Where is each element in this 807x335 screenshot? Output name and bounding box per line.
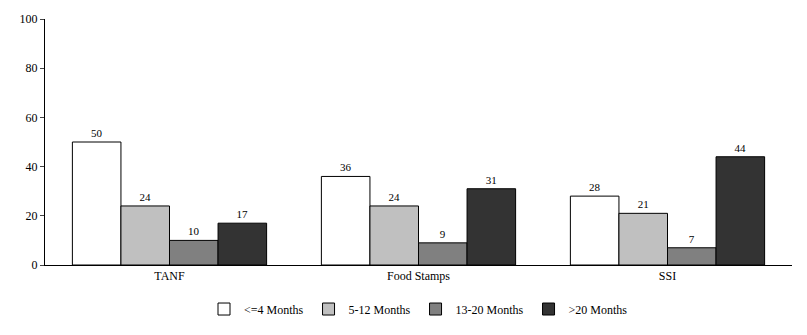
svg-text:13-20 Months: 13-20 Months [456, 303, 524, 317]
svg-text:SSI: SSI [659, 269, 676, 283]
svg-text:0: 0 [32, 258, 38, 272]
svg-text:17: 17 [237, 208, 249, 220]
svg-text:44: 44 [735, 142, 747, 154]
svg-text:60: 60 [26, 111, 38, 125]
svg-text:24: 24 [388, 191, 400, 203]
svg-text:40: 40 [26, 160, 38, 174]
svg-text:80: 80 [26, 61, 38, 75]
svg-text:28: 28 [589, 181, 601, 193]
svg-text:20: 20 [26, 209, 38, 223]
svg-text:24: 24 [139, 191, 151, 203]
svg-text:9: 9 [440, 228, 446, 240]
svg-text:31: 31 [486, 174, 497, 186]
svg-text:100: 100 [20, 12, 38, 26]
svg-text:21: 21 [638, 198, 649, 210]
svg-text:10: 10 [188, 225, 200, 237]
svg-text:50: 50 [91, 127, 103, 139]
svg-text:>20 Months: >20 Months [569, 303, 628, 317]
svg-text:<=4 Months: <=4 Months [244, 303, 304, 317]
svg-text:Food Stamps: Food Stamps [387, 269, 450, 283]
svg-text:7: 7 [689, 233, 695, 245]
svg-text:TANF: TANF [154, 269, 185, 283]
svg-text:36: 36 [340, 161, 352, 173]
svg-text:5-12 Months: 5-12 Months [349, 303, 411, 317]
